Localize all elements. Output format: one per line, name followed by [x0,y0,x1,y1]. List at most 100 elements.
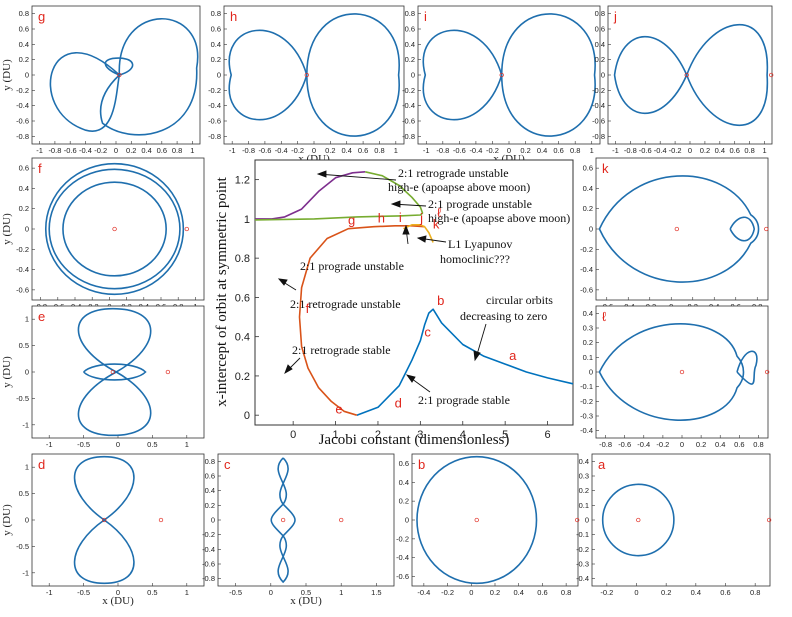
y-tick-label: 0.2 [19,55,29,64]
ann-retro-unstable: 2:1 retrograde unstable [290,297,401,311]
primary-marker [110,369,115,375]
x-tick-label: 0.2 [520,146,530,155]
primary-marker [674,226,679,232]
orbit-curve [736,350,758,385]
main-y-tick-label: 0 [244,410,250,422]
y-tick-label: 0.6 [405,25,415,34]
panel-frame [31,453,205,587]
y-tick-label: 0.2 [583,338,593,347]
x-tick-label: -0.2 [486,146,499,155]
orbit-curve [49,51,121,132]
y-tick-label: 0 [411,71,415,80]
y-tick-label: -0.2 [396,534,409,543]
panel-ylabel: y (DU) [1,213,13,245]
x-tick-label: -1 [229,146,236,155]
y-tick-label: 0.2 [583,204,593,213]
series-line [298,225,425,416]
y-tick-label: 0 [25,516,29,525]
moon-marker [184,226,189,232]
arrowhead [390,200,401,208]
x-tick-label: -0.4 [654,146,667,155]
panel-frame [31,5,201,145]
y-tick-label: 0.4 [399,478,409,487]
primary-marker [474,517,479,523]
orbit-curve [613,36,688,114]
y-tick-label: 0.8 [595,9,605,18]
y-tick-label: 0 [217,71,221,80]
x-tick-label: 0 [116,588,120,597]
y-tick-label: 0.4 [211,40,221,49]
y-tick-label: -0.4 [16,101,29,110]
y-tick-label: -1 [22,568,29,577]
x-tick-label: -0.2 [669,146,682,155]
point-label-a: a [509,348,517,363]
moon-marker [769,72,774,78]
point-label-k: k [433,217,440,232]
x-tick-label: 0.8 [570,146,580,155]
arrowhead [284,364,293,375]
y-tick-label: 0.4 [583,309,593,318]
y-tick-label: -0.2 [16,86,29,95]
x-tick-label: -0.8 [599,440,612,449]
ann-retro-stable: 2:1 retrograde stable [292,343,391,357]
series-line [254,171,424,221]
x-tick-label: 0.6 [157,146,167,155]
y-tick-label: 0.4 [579,457,589,466]
x-tick-label: -0.5 [229,588,242,597]
main-x-tick-label: 6 [544,429,550,441]
orbit-curve [77,371,152,437]
main-ticks: 0 1 2 3 4 5 6 0 0.2 0.4 0.6 0.8 1 1.2 [235,175,551,441]
panel-i: -1 -0.8 -0.6 -0.4 -0.2 0 0.2 0.4 0.6 0.8 10.80.60.… [402,5,601,165]
x-tick-label: 0.6 [358,146,368,155]
ann-pro-unstable: 2:1 prograde unstable [300,259,404,273]
x-tick-label: 0.6 [734,440,744,449]
main-x-tick-label: 4 [460,429,466,441]
primary-marker [280,517,286,523]
panel-l: -0.8 -0.6 -0.4 -0.2 0 0.2 0.4 0.6 0.8 0.4 0.3 0.2 0.… [580,305,770,449]
y-tick-label: -0.6 [402,117,415,126]
main-x-tick-label: 1 [332,429,338,441]
y-tick-label: 0 [25,71,29,80]
y-tick-label: 0.6 [19,25,29,34]
y-tick-label: -0.6 [16,117,29,126]
panel-d: -1 -0.5 0 0.5 1 1 0.5 0 -0.5 -1 d x (DU) y (DU) [1,453,205,607]
x-tick-label: 0.6 [553,146,563,155]
y-tick-label: 0 [585,516,589,525]
primary-marker [636,517,641,523]
arrowhead [316,170,327,178]
y-tick-label: -0.4 [576,574,589,583]
x-tick-label: -0.8 [624,146,637,155]
orbit-curve [83,363,147,381]
y-tick-label: 0.6 [583,164,593,173]
annotation-arrows [277,170,487,393]
point-label-f: f [306,301,310,316]
x-tick-label: -0.4 [637,440,650,449]
y-tick-label: 0.5 [19,489,29,498]
main-y-tick-label: 0.4 [235,332,250,344]
panel-c: -0.5 0 0.5 1 1.5 0.8 0.6 0.4 0.2 0 -0.2 -0.4 -0.6 -0.… [202,453,395,607]
x-tick-label: 1 [339,588,343,597]
y-tick-label: -0.4 [202,545,215,554]
y-tick-label: -0.4 [580,265,593,274]
y-tick-label: -0.4 [396,553,409,562]
x-tick-label: 0 [469,588,473,597]
moon-marker [575,517,580,523]
y-tick-label: 0.8 [205,457,215,466]
x-tick-label: 0.4 [537,146,547,155]
x-tick-label: 0.4 [715,440,725,449]
y-tick-label: -0.8 [592,132,605,141]
y-tick-label: -0.3 [580,412,593,421]
moon-marker [766,517,772,523]
ann-homoclinic: homoclinic??? [440,252,510,266]
panel-label: g [38,9,45,24]
primary-marker [304,72,309,78]
panel-label: j [613,9,617,24]
x-tick-label: 0.2 [325,146,335,155]
panel-f: -0.8-0.6-0.4-0.200.20.40.60.810.60.40.20… [1,157,205,311]
point-label-g: g [348,213,355,228]
orbit-curve [73,455,135,521]
panel-label: a [598,457,606,472]
y-tick-label: -0.8 [202,574,215,583]
point-label-j: j [419,211,423,226]
point-label-b: b [437,293,444,308]
